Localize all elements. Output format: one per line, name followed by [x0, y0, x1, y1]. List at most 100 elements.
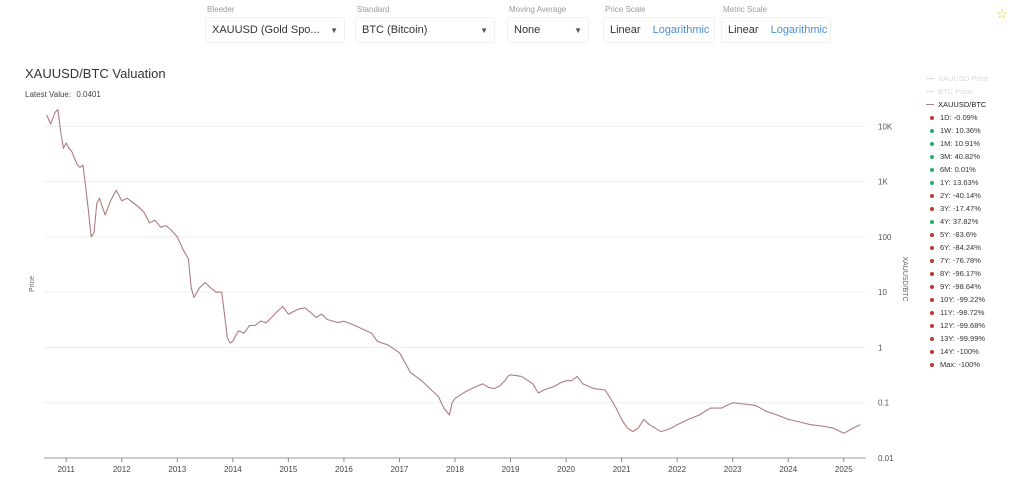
standard-select[interactable]: Standard BTC (Bitcoin) ▼ [355, 5, 495, 43]
return-label: 9Y: -98.64% [940, 282, 981, 291]
chevron-down-icon: ▼ [480, 25, 488, 35]
chart-area: 0.01 0.1 1 10 100 1K 10K 2011 2012 2013 2014 2015 20… [29, 109, 908, 474]
return-label: 3M: 40.82% [940, 152, 981, 161]
return-label: 11Y: -98.72% [940, 308, 985, 317]
return-item-6: 2Y: -40.14% [926, 189, 1024, 202]
return-item-10: 6Y: -84.24% [926, 241, 1024, 254]
latest-value-row: Latest Value: 0.0401 [25, 90, 101, 99]
return-item-12: 8Y: -96.17% [926, 267, 1024, 280]
x-tick-label: 2021 [613, 465, 631, 474]
x-tick-label: 2012 [113, 465, 131, 474]
x-tick-label: 2015 [279, 465, 297, 474]
status-dot-icon [930, 180, 934, 185]
metric-scale-linear[interactable]: Linear [728, 24, 759, 36]
status-dot-icon [930, 206, 934, 211]
return-item-1: 1W: 10.36% [926, 124, 1024, 137]
y-tick-label: 100 [878, 233, 892, 242]
return-label: 4Y: 37.82% [940, 217, 979, 226]
legend-series-label: XAUUSD/BTC [938, 100, 987, 109]
status-dot-icon [930, 245, 934, 250]
y-tick-label: 1K [878, 178, 888, 187]
status-dot-icon [930, 232, 934, 237]
star-icon[interactable]: ☆ [996, 6, 1008, 21]
return-item-2: 1M: 10.91% [926, 137, 1024, 150]
return-label: 3Y: -17.47% [940, 204, 981, 213]
status-dot-icon [930, 271, 934, 276]
return-item-5: 1Y: 13.63% [926, 176, 1024, 189]
legend: XAUUSD Price BTC Price XAUUSD/BTC 1D: -0.09… [926, 72, 1024, 371]
legend-series-label: BTC Price [938, 87, 973, 96]
status-dot-icon [930, 219, 934, 224]
return-item-0: 1D: -0.09% [926, 111, 1024, 124]
return-label: 8Y: -96.17% [940, 269, 981, 278]
chart-title: XAUUSD/BTC Valuation [25, 66, 166, 81]
legend-series-0[interactable]: XAUUSD Price [926, 72, 1024, 85]
return-label: 6M: 0.01% [940, 165, 976, 174]
moving-average-label: Moving Average [509, 5, 567, 14]
return-item-15: 11Y: -98.72% [926, 306, 1024, 319]
x-tick-label: 2019 [502, 465, 520, 474]
latest-value: 0.0401 [76, 90, 101, 99]
status-dot-icon [930, 362, 934, 367]
moving-average-select[interactable]: Moving Average None ▼ [507, 5, 589, 43]
price-scale-linear[interactable]: Linear [610, 24, 641, 36]
legend-swatch [926, 90, 934, 93]
return-label: 12Y: -99.68% [940, 321, 986, 330]
y-tick-label: 0.1 [878, 399, 890, 408]
legend-swatch [926, 77, 934, 80]
moving-average-value: None [514, 24, 541, 36]
y-tick-label: 10K [878, 122, 893, 131]
x-tick-label: 2017 [391, 465, 409, 474]
return-item-16: 12Y: -99.68% [926, 319, 1024, 332]
y-axis-label-right: XAUUSD/BTC [901, 256, 908, 301]
return-item-4: 6M: 0.01% [926, 163, 1024, 176]
x-tick-label: 2024 [779, 465, 797, 474]
return-label: 10Y: -99.22% [940, 295, 986, 304]
status-dot-icon [930, 336, 934, 341]
status-dot-icon [930, 154, 934, 159]
legend-series-1[interactable]: BTC Price [926, 85, 1024, 98]
return-label: 1M: 10.91% [940, 139, 981, 148]
legend-series-2[interactable]: XAUUSD/BTC [926, 98, 1024, 111]
price-scale-logarithmic[interactable]: Logarithmic [652, 24, 710, 36]
price-scale-label: Price Scale [605, 5, 646, 14]
return-label: 14Y: -100% [940, 347, 979, 356]
standard-label: Standard [357, 5, 390, 14]
return-item-11: 7Y: -76.78% [926, 254, 1024, 267]
x-tick-label: 2014 [224, 465, 242, 474]
metric-scale-toggle: Metric Scale Linear Logarithmic [721, 5, 831, 43]
return-label: 1D: -0.09% [940, 113, 978, 122]
x-tick-label: 2011 [58, 465, 76, 474]
return-item-8: 4Y: 37.82% [926, 215, 1024, 228]
series-line [46, 109, 861, 434]
legend-series-label: XAUUSD Price [938, 74, 989, 83]
return-label: 7Y: -76.78% [940, 256, 981, 265]
status-dot-icon [930, 258, 934, 263]
status-dot-icon [930, 193, 934, 198]
y-tick-label: 10 [878, 288, 887, 297]
return-item-13: 9Y: -98.64% [926, 280, 1024, 293]
status-dot-icon [930, 310, 934, 315]
status-dot-icon [930, 128, 934, 133]
return-item-18: 14Y: -100% [926, 345, 1024, 358]
return-item-14: 10Y: -99.22% [926, 293, 1024, 306]
status-dot-icon [930, 284, 934, 289]
x-tick-label: 2013 [168, 465, 186, 474]
status-dot-icon [930, 115, 934, 120]
metric-scale-logarithmic[interactable]: Logarithmic [770, 24, 828, 36]
return-item-17: 13Y: -99.99% [926, 332, 1024, 345]
chevron-down-icon: ▼ [574, 25, 582, 35]
standard-value: BTC (Bitcoin) [362, 24, 428, 36]
status-dot-icon [930, 167, 934, 172]
bleeder-select[interactable]: Bleeder XAUUSD (Gold Spo... ▼ [205, 5, 345, 43]
status-dot-icon [930, 323, 934, 328]
return-item-9: 5Y: -83.6% [926, 228, 1024, 241]
metric-scale-label: Metric Scale [723, 5, 768, 14]
return-label: 2Y: -40.14% [940, 191, 981, 200]
x-tick-label: 2018 [446, 465, 464, 474]
bleeder-label: Bleeder [207, 5, 235, 14]
status-dot-icon [930, 297, 934, 302]
chevron-down-icon: ▼ [330, 25, 338, 35]
bleeder-value: XAUUSD (Gold Spo... [212, 24, 320, 36]
return-item-19: Max: -100% [926, 358, 1024, 371]
